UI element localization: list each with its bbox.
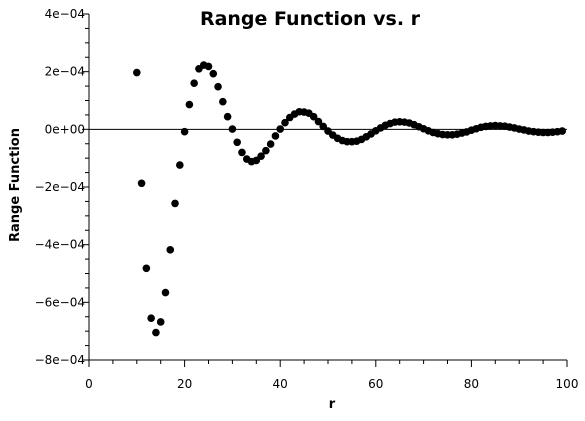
data-point — [180, 127, 189, 136]
data-point — [228, 125, 237, 133]
data-point — [185, 100, 194, 109]
data-point — [137, 179, 146, 188]
data-point — [262, 146, 270, 155]
data-point — [319, 122, 328, 131]
data-point — [142, 264, 151, 273]
x-axis-label: r — [329, 397, 336, 412]
x-tick-label: 0 — [85, 377, 93, 391]
y-tick-label: 4e−04 — [45, 7, 85, 21]
data-point — [314, 117, 323, 126]
y-tick-label: −6e−04 — [35, 295, 85, 309]
data-point — [276, 125, 285, 133]
x-tick-label: 100 — [556, 377, 579, 391]
y-tick-label: −8e−04 — [35, 353, 85, 367]
x-tick-label: 80 — [464, 377, 479, 391]
y-tick-label: −2e−04 — [35, 180, 85, 194]
data-point — [166, 246, 175, 254]
x-tick-label: 40 — [273, 377, 288, 391]
data-point — [147, 314, 155, 322]
data-point — [233, 138, 241, 147]
data-points — [133, 61, 567, 337]
data-point — [238, 148, 246, 157]
data-point — [271, 132, 280, 140]
data-point — [176, 161, 184, 169]
data-point — [161, 288, 170, 297]
y-tick-label: −4e−04 — [35, 238, 85, 252]
x-tick-label: 20 — [177, 377, 192, 391]
data-point — [558, 127, 567, 135]
data-point — [266, 140, 275, 148]
chart-title: Range Function vs. r — [200, 8, 421, 30]
data-point — [214, 82, 222, 91]
axis-ticks: 0 20 40 60 80 100 −8e−04 −6e−04 −4e−04 −2e−04 0e+0… — [35, 7, 579, 391]
data-point — [223, 112, 232, 121]
y-axis-label: Range Function — [8, 128, 23, 242]
x-tick-label: 60 — [368, 377, 383, 391]
data-point — [133, 68, 141, 77]
data-point — [257, 152, 265, 160]
y-tick-label: 2e−04 — [45, 65, 85, 79]
data-point — [209, 69, 218, 78]
data-point — [309, 112, 318, 121]
data-point — [190, 79, 198, 87]
data-point — [281, 118, 289, 127]
data-point — [204, 62, 213, 71]
data-point — [219, 97, 227, 106]
data-point — [171, 199, 179, 208]
data-point — [152, 328, 160, 337]
y-tick-label: 0e+00 — [45, 122, 85, 136]
data-point — [156, 318, 165, 326]
